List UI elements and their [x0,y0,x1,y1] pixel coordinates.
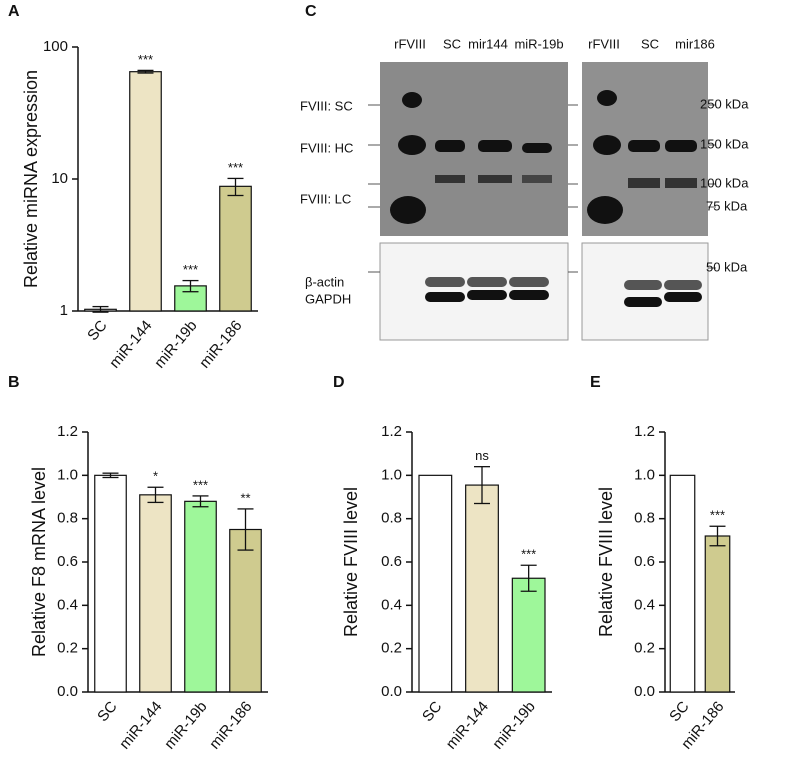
bar [174,285,207,312]
blot-bands [390,90,702,307]
x-tick-label: SC [84,317,111,344]
significance: * [153,469,158,484]
x-tick-label: SC [666,698,693,725]
panel-label: C [305,3,317,20]
band-label: FVIII: HC [300,140,353,155]
marker-ticks [368,104,716,273]
panel-label: E [590,374,601,391]
marker-label: 75 kDa [706,198,748,213]
y-tick-label: 0.6 [57,553,78,570]
lane-label: rFVIII [394,36,426,51]
marker-label: 250 kDa [700,96,749,111]
y-tick-label: 1.2 [57,423,78,440]
significance: *** [521,547,536,562]
x-tick-label: miR-144 [106,317,155,371]
bar [94,474,127,693]
y-tick-label: 0.4 [57,596,78,613]
bar [418,474,453,693]
significance: *** [138,52,153,67]
blot-image [581,242,709,341]
significance: *** [228,160,243,175]
y-axis-label: Relative FVIII level [341,487,361,637]
x-tick-label: miR-19b [161,698,210,752]
marker-label: 50 kDa [706,259,748,274]
marker-label: 100 kDa [700,175,749,190]
bar [511,577,546,693]
lane-label: mir186 [675,36,715,51]
x-tick-label: SC [419,698,446,725]
y-tick-label: 1.2 [634,423,655,440]
bar [669,474,696,693]
lane-label: SC [641,36,659,51]
marker-label: 150 kDa [700,136,749,151]
lane-label: mir144 [468,36,508,51]
y-tick-label: 0.6 [634,553,655,570]
significance: ns [475,448,489,463]
y-tick-label: 0.8 [57,510,78,527]
y-tick-label: 1.0 [57,466,78,483]
y-tick-label: 0.4 [381,596,402,613]
lane-label: SC [443,36,461,51]
x-tick-label: miR-19b [151,317,200,371]
y-tick-label: 1 [60,302,68,319]
significance: ** [240,490,250,505]
bar [465,484,499,693]
x-tick-label: miR-144 [116,698,165,752]
y-tick-label: 1.0 [634,466,655,483]
panel-label: B [8,374,20,391]
bar [184,500,217,693]
bar [129,71,162,312]
bar [139,494,172,693]
panel-label: A [8,3,20,20]
y-tick-label: 0.0 [634,683,655,700]
y-tick-label: 10 [51,170,68,187]
y-tick-label: 0.6 [381,553,402,570]
panel-label: D [333,374,345,391]
y-tick-label: 0.4 [634,596,655,613]
y-tick-label: 0.0 [381,683,402,700]
y-tick-label: 0.8 [381,510,402,527]
x-tick-label: miR-19b [489,698,538,752]
x-tick-label: miR-186 [196,317,245,371]
y-tick-label: 1.0 [381,466,402,483]
band-label: FVIII: LC [300,191,351,206]
y-axis-label: Relative F8 mRNA level [29,467,49,657]
lane-label: rFVIII [588,36,620,51]
y-axis-label: Relative miRNA expression [21,70,41,288]
band-label: β-actin [305,274,344,289]
bar [704,535,731,693]
x-tick-label: SC [94,698,121,725]
significance: *** [710,508,725,523]
bar [219,185,252,312]
significance: *** [193,477,208,492]
y-axis-label: Relative FVIII level [596,487,616,637]
y-tick-label: 0.2 [57,640,78,657]
y-tick-label: 0.0 [57,683,78,700]
lane-label: miR-19b [514,36,563,51]
bar [229,528,262,693]
western-blot: C rFVIII SC mir144 miR-19b rFVIII SC [300,3,749,341]
y-tick-label: 0.2 [381,640,402,657]
y-tick-label: 100 [43,38,68,55]
y-tick-label: 1.2 [381,423,402,440]
x-tick-label: miR-186 [206,698,255,752]
y-tick-label: 0.2 [634,640,655,657]
y-tick-label: 0.8 [634,510,655,527]
band-label: FVIII: SC [300,98,353,113]
significance: *** [183,262,198,277]
x-tick-label: miR-144 [443,698,492,752]
band-label: GAPDH [305,291,351,306]
